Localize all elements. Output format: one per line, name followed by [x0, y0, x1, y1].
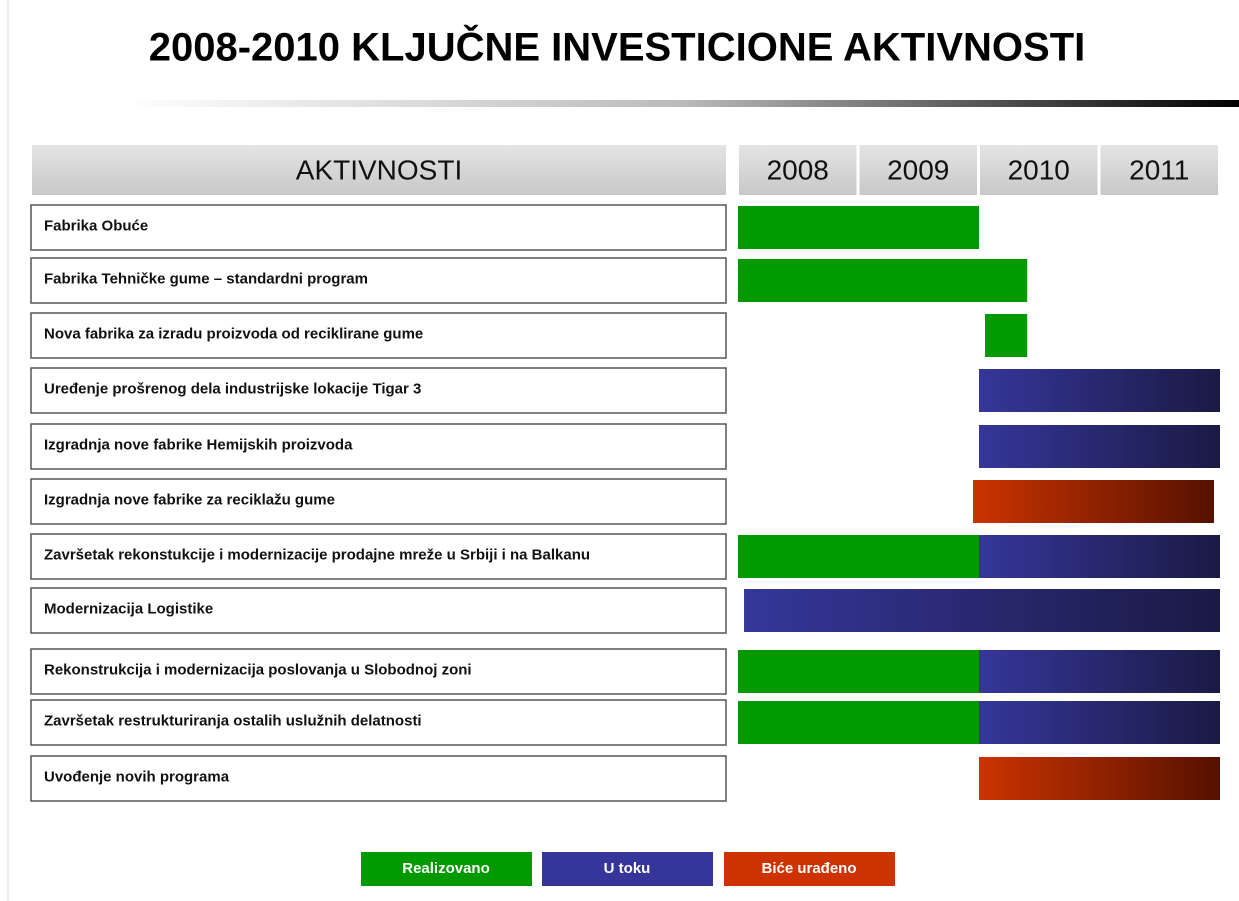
task-label: Izgradnja nove fabrike za reciklažu gume [44, 491, 335, 508]
task-bar [972, 480, 1214, 523]
task-bar [979, 701, 1220, 744]
task-box [30, 648, 727, 695]
task-box [30, 587, 727, 634]
legend-label: Realizovano [402, 860, 490, 877]
task-box [30, 367, 727, 414]
task-bar [738, 206, 979, 249]
year-cell [739, 145, 857, 195]
task-label: Fabrika Tehničke gume – standardni progr… [44, 270, 368, 287]
task-label: Uvođenje novih programa [44, 768, 230, 785]
legend-label: U toku [604, 860, 651, 877]
task-label: Završetak restrukturiranja ostalih usluž… [44, 712, 422, 729]
task-bar [979, 425, 1220, 468]
header-label: AKTIVNOSTI [296, 154, 462, 185]
task-label: Nova fabrika za izradu proizvoda od reci… [44, 325, 423, 342]
task-label: Modernizacija Logistike [44, 600, 213, 617]
year-cell [980, 145, 1098, 195]
task-bar [738, 701, 979, 744]
legend-swatch [361, 852, 532, 886]
task-bar [979, 369, 1220, 412]
title: 2008-2010 KLJUČNE INVESTICIONE AKTIVNOST… [149, 24, 1086, 70]
task-box [30, 204, 727, 251]
year-label: 2009 [887, 154, 949, 185]
task-box [30, 423, 727, 470]
task-label: Fabrika Obuće [44, 217, 148, 234]
header-cell [32, 145, 726, 195]
title-rule [120, 100, 1239, 107]
task-bar [979, 757, 1220, 800]
task-box [30, 257, 727, 304]
task-box [30, 478, 727, 525]
task-box [30, 699, 727, 746]
year-label: 2008 [767, 154, 829, 185]
task-label: Završetak rekonstukcije i modernizacije … [44, 546, 590, 563]
task-bar [738, 259, 1028, 302]
year-label: 2011 [1129, 154, 1189, 185]
gantt: 2008 2009 2010 2011 Fabrika Obuće Fabrika Teh… [30, 145, 1220, 886]
task-box [30, 755, 727, 802]
legend-label: Biće urađeno [761, 860, 856, 877]
task-bar [979, 535, 1220, 578]
legend-swatch [542, 852, 713, 886]
task-box [30, 533, 727, 580]
task-label: Izgradnja nove fabrike Hemijskih proizvo… [44, 436, 353, 453]
task-label: Uređenje prošrenog dela industrijske lok… [44, 380, 421, 397]
task-label: Rekonstrukcija i modernizacija poslovanj… [44, 661, 472, 678]
task-bar [979, 650, 1220, 693]
task-bar [738, 535, 979, 578]
task-bar [744, 589, 1220, 632]
year-cell [859, 145, 977, 195]
task-bar [738, 650, 979, 693]
task-box [30, 312, 727, 359]
legend-swatch [724, 852, 895, 886]
task-bar [985, 314, 1028, 357]
year-label: 2010 [1008, 154, 1070, 185]
year-cell [1100, 145, 1218, 195]
